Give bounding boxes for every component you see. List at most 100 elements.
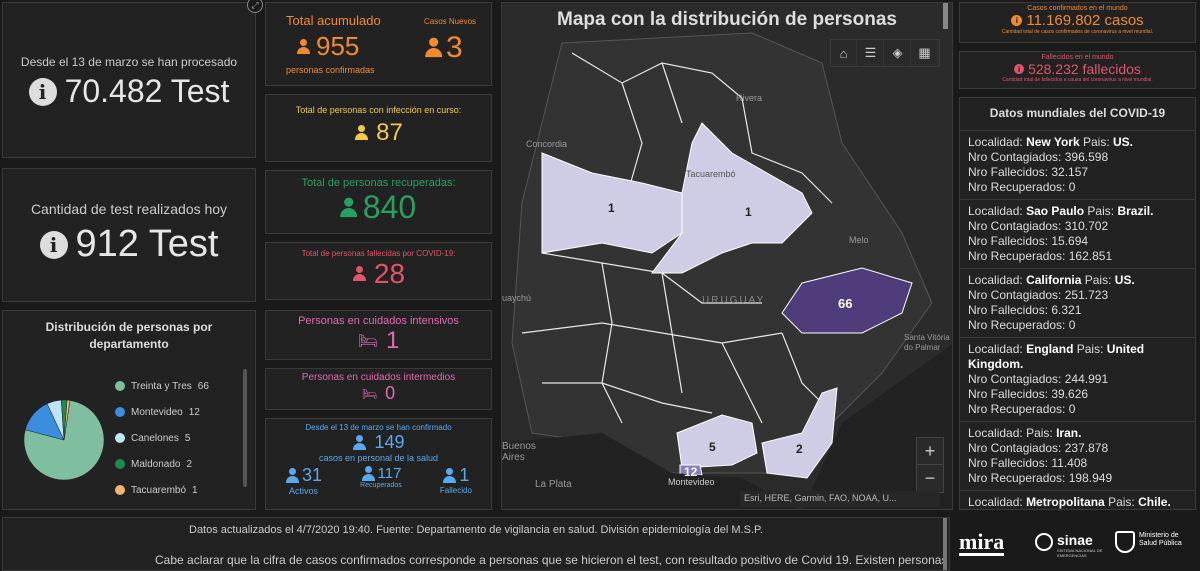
recuperados-value: 0 xyxy=(1068,318,1076,332)
label-guaychu: uaychú xyxy=(502,293,532,303)
bed-icon: 🛏 xyxy=(361,386,378,401)
recovered-health-stat: 117 Recuperados xyxy=(360,465,402,496)
map-attribution[interactable]: Esri, HERE, Garmin, FAO, NOAA, U... xyxy=(740,491,940,507)
region-tacuarembo[interactable] xyxy=(651,122,813,274)
legend-item[interactable]: Montevideo 12 xyxy=(115,399,209,425)
zoom-control: + − xyxy=(916,437,944,493)
location-country: United Kingdom. xyxy=(968,342,1145,371)
recovered-health-label: Recuperados xyxy=(360,482,402,489)
zoom-out-button[interactable]: − xyxy=(924,468,936,488)
label-localidad: Localidad: xyxy=(968,204,1023,218)
map-toolbar: ⌂ ☰ ◈ ▦ xyxy=(830,39,940,67)
processed-tests-panel: ⤢ Desde el 13 de marzo se han procesado … xyxy=(2,0,263,158)
legend-swatch xyxy=(115,485,125,495)
label-recuperados: Nro Recuperados: xyxy=(968,180,1066,194)
location-country: Brazil. xyxy=(1117,204,1154,218)
water-ocean xyxy=(802,344,952,509)
person-icon xyxy=(361,465,375,482)
pie-slice[interactable] xyxy=(63,399,71,441)
location-item[interactable]: Localidad: California Pais: US. Nro Conta… xyxy=(960,269,1195,338)
list-icon[interactable]: ☰ xyxy=(858,40,884,66)
map-canvas[interactable] xyxy=(502,3,953,510)
world-deaths-value: 528.232 fallecidos xyxy=(1028,61,1141,77)
recovered-health-value: 117 xyxy=(377,465,402,482)
label-recuperados: Nro Recuperados: xyxy=(968,318,1066,332)
info-icon: i xyxy=(1011,15,1023,26)
icu-label: Personas en cuidados intensivos xyxy=(298,315,459,327)
pie-chart[interactable] xyxy=(19,395,109,485)
location-item[interactable]: Localidad: New York Pais: US. Nro Contagi… xyxy=(960,131,1195,200)
location-item[interactable]: Localidad: Pais: Iran. Nro Contagiados: 2… xyxy=(960,422,1195,491)
label-localidad: Localidad: xyxy=(968,135,1023,149)
footer-panel: Datos actualizados el 4/7/2020 19:40. Fu… xyxy=(2,517,950,571)
legend-scrollbar[interactable] xyxy=(243,369,247,487)
tests-today-panel: Cantidad de test realizados hoy i 912 Te… xyxy=(2,168,256,302)
location-name: Sao Paulo xyxy=(1026,204,1085,218)
region-montevideo[interactable] xyxy=(679,464,703,476)
contagiados-value: 237.878 xyxy=(1064,441,1109,455)
location-item[interactable]: Localidad: Metropolitana Pais: Chile. xyxy=(960,491,1195,509)
location-list[interactable]: Localidad: New York Pais: US. Nro Contagi… xyxy=(960,131,1195,509)
deceased-health-value: 1 xyxy=(459,465,470,485)
water-rio-plata xyxy=(502,433,799,509)
label-fallecidos: Nro Fallecidos: xyxy=(968,303,1049,317)
count-maldonado: 2 xyxy=(796,442,803,456)
location-item[interactable]: Localidad: Sao Paulo Pais: Brazil. Nro Co… xyxy=(960,200,1195,269)
label-pais: Pais: xyxy=(1084,273,1112,287)
label-fallecidos: Nro Fallecidos: xyxy=(968,234,1049,248)
recuperados-value: 0 xyxy=(1068,402,1076,416)
world-deaths-label: Fallecidos en el mundo xyxy=(1041,54,1114,61)
infection-label: Total de personas con infección en curso… xyxy=(295,105,462,115)
region-treinta-y-tres[interactable] xyxy=(781,267,913,334)
home-icon[interactable]: ⌂ xyxy=(831,40,857,66)
recuperados-value: 162.851 xyxy=(1068,249,1113,263)
world-cases-label: Casos confirmados en el mundo xyxy=(1027,5,1128,12)
label-contagiados: Nro Contagiados: xyxy=(968,288,1062,302)
zoom-in-button[interactable]: + xyxy=(917,438,943,465)
label-contagiados: Nro Contagiados: xyxy=(968,441,1062,455)
legend-item[interactable]: Tacuarembó 1 xyxy=(115,477,209,503)
legend-item[interactable]: Treinta y Tres 66 xyxy=(115,373,209,399)
qr-icon[interactable]: ▦ xyxy=(912,40,938,66)
label-montevideo: Montevideo xyxy=(668,477,715,487)
fallecidos-value: 39.626 xyxy=(1051,387,1089,401)
logos-panel: mira sinae SISTEMA NACIONAL DE EMERGENCI… xyxy=(953,517,1200,571)
label-la-plata: La Plata xyxy=(535,479,572,490)
layers-icon[interactable]: ◈ xyxy=(885,40,911,66)
world-cases-panel: Casos confirmados en el mundo i 11.169.8… xyxy=(959,2,1196,43)
footer-line-2: Cabe aclarar que la cifra de casos confi… xyxy=(155,553,949,567)
legend-item[interactable]: Canelones 5 xyxy=(115,425,209,451)
person-icon xyxy=(296,38,310,55)
label-uruguay: URUGUAY xyxy=(702,295,766,306)
footer-scrollbar[interactable] xyxy=(943,518,947,570)
health-staff-panel: Desde el 13 de marzo se han confirmado 1… xyxy=(265,418,492,510)
label-pais: Pais: xyxy=(1108,495,1135,509)
info-icon: i xyxy=(28,77,57,106)
label-melo: Melo xyxy=(849,235,869,245)
region-maldonado[interactable] xyxy=(761,387,838,479)
label-localidad: Localidad: xyxy=(968,273,1023,287)
contagiados-value: 251.723 xyxy=(1064,288,1109,302)
fallecidos-value: 32.157 xyxy=(1051,165,1089,179)
legend-value: 66 xyxy=(197,380,209,392)
world-list-title: Datos mundiales del COVID-19 xyxy=(960,98,1195,131)
person-icon xyxy=(354,125,369,141)
msp-logo-icon xyxy=(1115,531,1135,553)
bed-icon: 🛏 xyxy=(357,333,378,350)
map-scrollbar[interactable] xyxy=(943,3,948,29)
expand-icon[interactable]: ⤢ xyxy=(247,0,263,13)
label-contagiados: Nro Contagiados: xyxy=(968,150,1062,164)
deceased-health-stat: 1 Fallecido xyxy=(440,465,472,496)
label-localidad: Localidad: xyxy=(968,495,1023,509)
fallecidos-value: 15.694 xyxy=(1051,234,1089,248)
count-paysandu: 1 xyxy=(608,201,615,215)
location-country: Chile. xyxy=(1138,495,1171,509)
deaths-panel: Total de personas fallecidas por COVID-1… xyxy=(265,242,492,300)
contagiados-value: 310.702 xyxy=(1064,219,1109,233)
location-item[interactable]: Localidad: England Pais: United Kingdom.… xyxy=(960,338,1195,422)
location-name: England xyxy=(1026,342,1074,356)
label-contagiados: Nro Contagiados: xyxy=(968,372,1062,386)
active-stat: 31 Activos xyxy=(285,465,322,496)
label-concordia: Concordia xyxy=(526,139,568,149)
legend-item[interactable]: Maldonado 2 xyxy=(115,451,209,477)
